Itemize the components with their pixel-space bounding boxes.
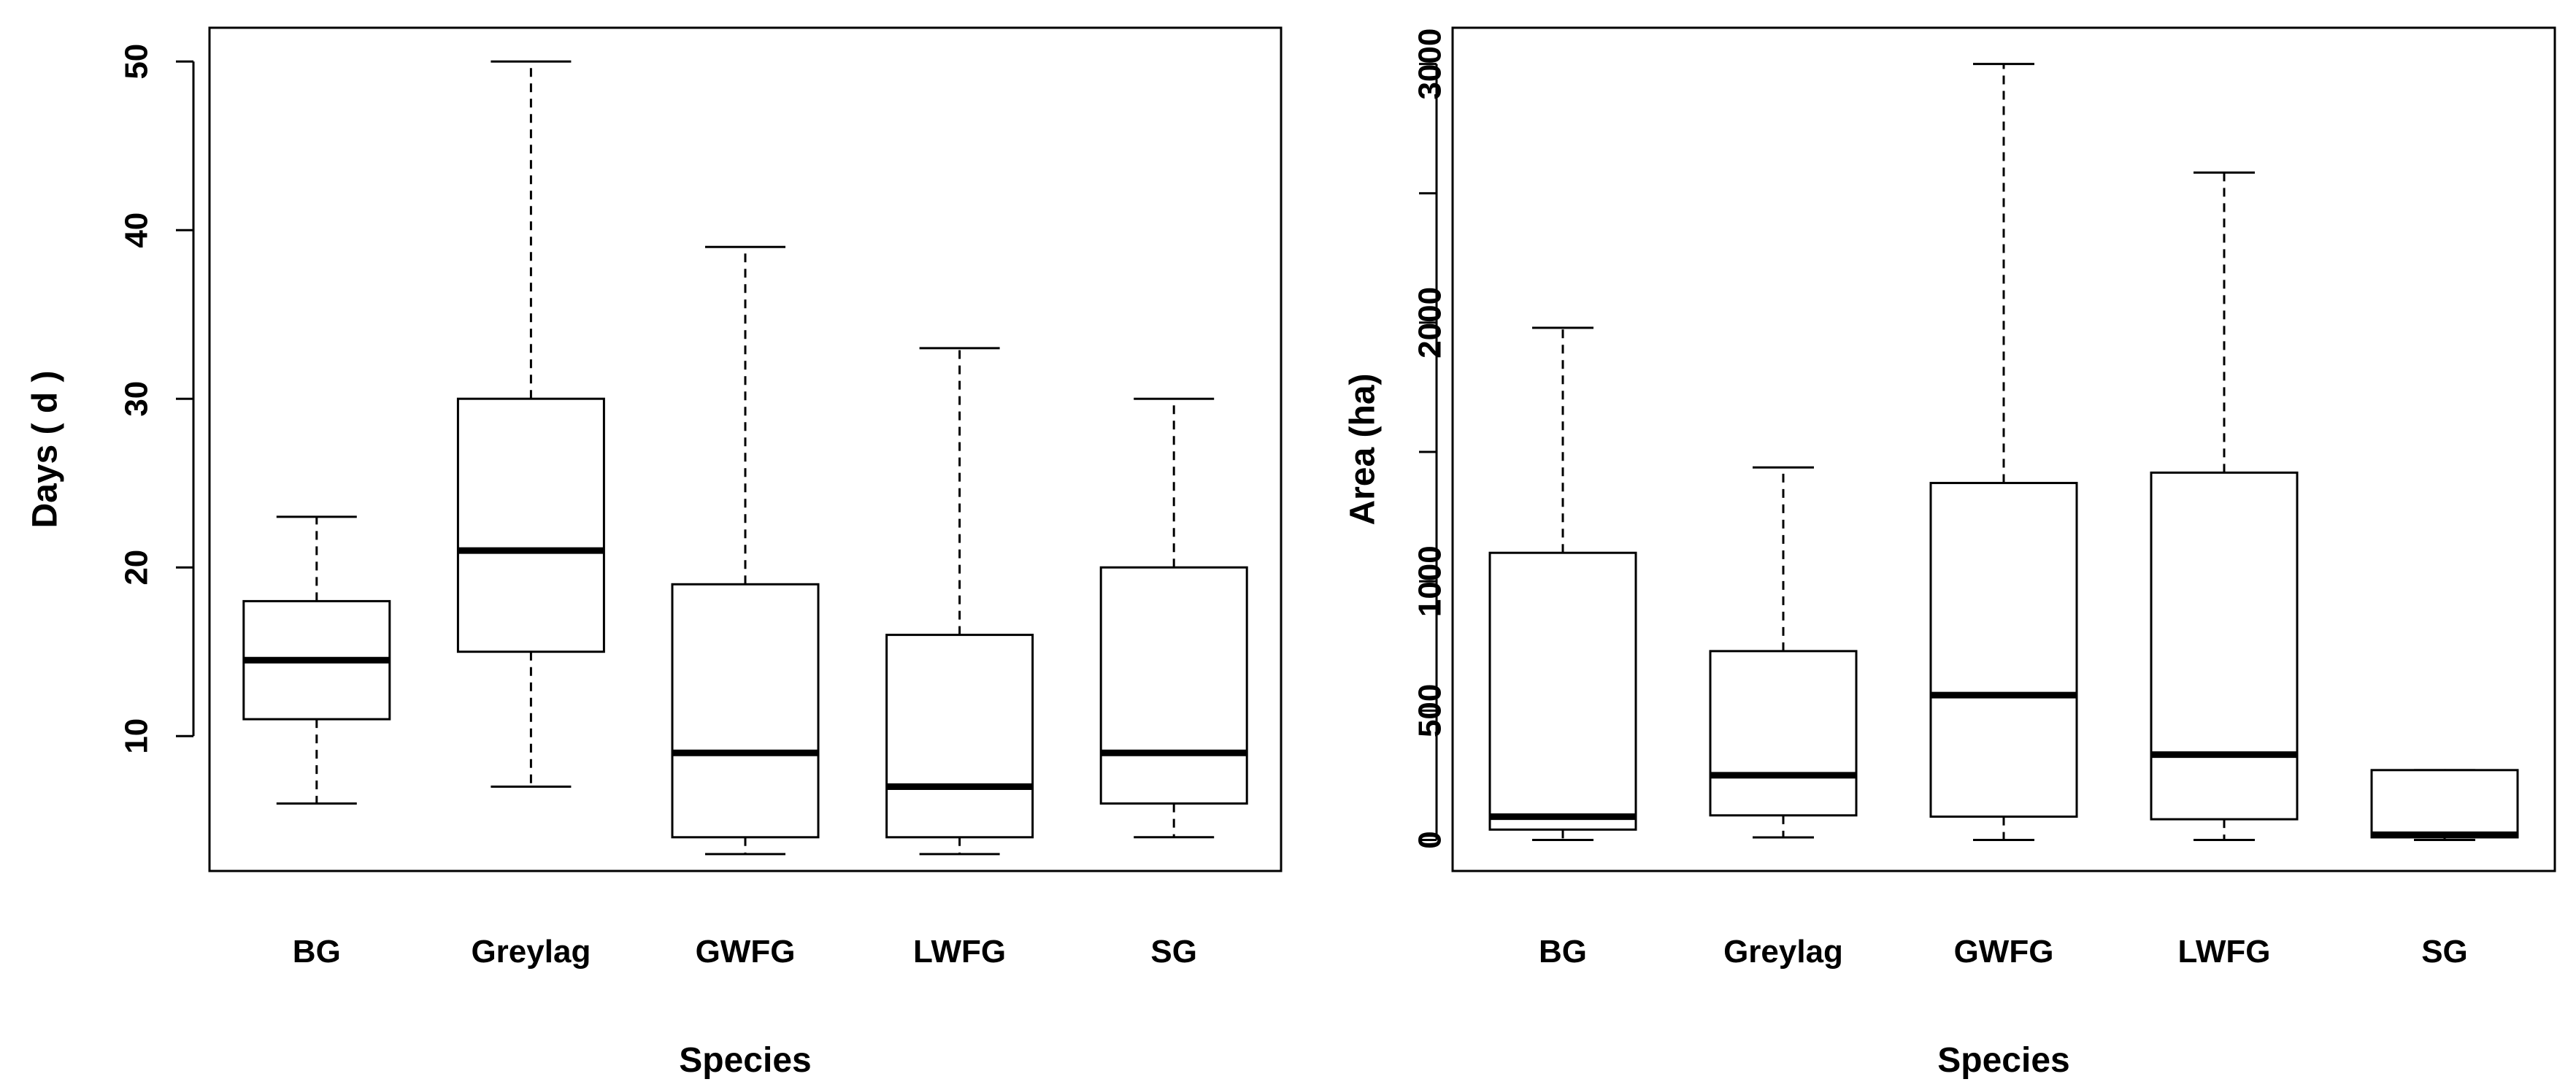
x-tick-label: LWFG — [2177, 934, 2270, 970]
y-tick-label: 0 — [1412, 831, 1448, 848]
iqr-box — [1099, 566, 1248, 805]
x-tick-label: GWFG — [696, 934, 796, 970]
box-lwfg — [2150, 171, 2299, 841]
y-axis-title: Area (ha) — [1344, 373, 1383, 525]
y-tick-label: 1000 — [1412, 545, 1448, 617]
x-tick-label: SG — [2421, 934, 2468, 970]
plot-frame — [208, 26, 1283, 872]
box-lwfg — [885, 347, 1034, 856]
iqr-box — [2150, 471, 2299, 821]
iqr-box — [671, 583, 820, 839]
iqr-box — [1709, 650, 1858, 817]
x-tick-label: BG — [1539, 934, 1587, 970]
iqr-box — [885, 634, 1034, 839]
chart-panel-1: 10 20 30 40 50 Days ( d ) Species BG Greylag GWFG… — [26, 26, 1283, 1080]
iqr-box — [1488, 551, 1637, 831]
iqr-box — [456, 397, 605, 653]
plot-frame — [1451, 26, 2556, 872]
x-tick-label: Greylag — [471, 934, 591, 970]
y-tick-label: 10 — [119, 718, 155, 754]
box-gwfg — [1929, 63, 2078, 841]
x-tick-label: LWFG — [913, 934, 1006, 970]
iqr-box — [1929, 482, 2078, 818]
x-tick-label: BG — [293, 934, 341, 970]
x-tick-label: SG — [1150, 934, 1197, 970]
box-gwfg — [671, 245, 820, 856]
chart-panel-2: 0 500 1000 2000 3000 Area (ha) Species BG Greyla… — [1344, 26, 2556, 1080]
y-tick-label: 20 — [119, 550, 155, 586]
x-tick-label: GWFG — [1954, 934, 2054, 970]
y-tick-label: 500 — [1412, 684, 1448, 737]
y-tick-label: 40 — [119, 212, 155, 248]
y-tick-label: 30 — [119, 381, 155, 417]
box-greylag — [456, 60, 605, 788]
iqr-box — [2370, 769, 2519, 839]
y-axis-title: Days ( d ) — [26, 370, 65, 528]
y-tick-label: 2000 — [1412, 287, 1448, 358]
box-bg — [1488, 326, 1637, 841]
box-sg — [2370, 769, 2519, 841]
box-greylag — [1709, 466, 1858, 839]
box-bg — [242, 515, 391, 805]
y-tick-label: 50 — [119, 44, 155, 80]
box-sg — [1099, 397, 1248, 839]
y-tick-label: 3000 — [1412, 28, 1448, 100]
x-tick-label: Greylag — [1723, 934, 1843, 970]
x-axis-title: Species — [679, 1041, 811, 1080]
x-axis-title: Species — [1937, 1041, 2069, 1080]
